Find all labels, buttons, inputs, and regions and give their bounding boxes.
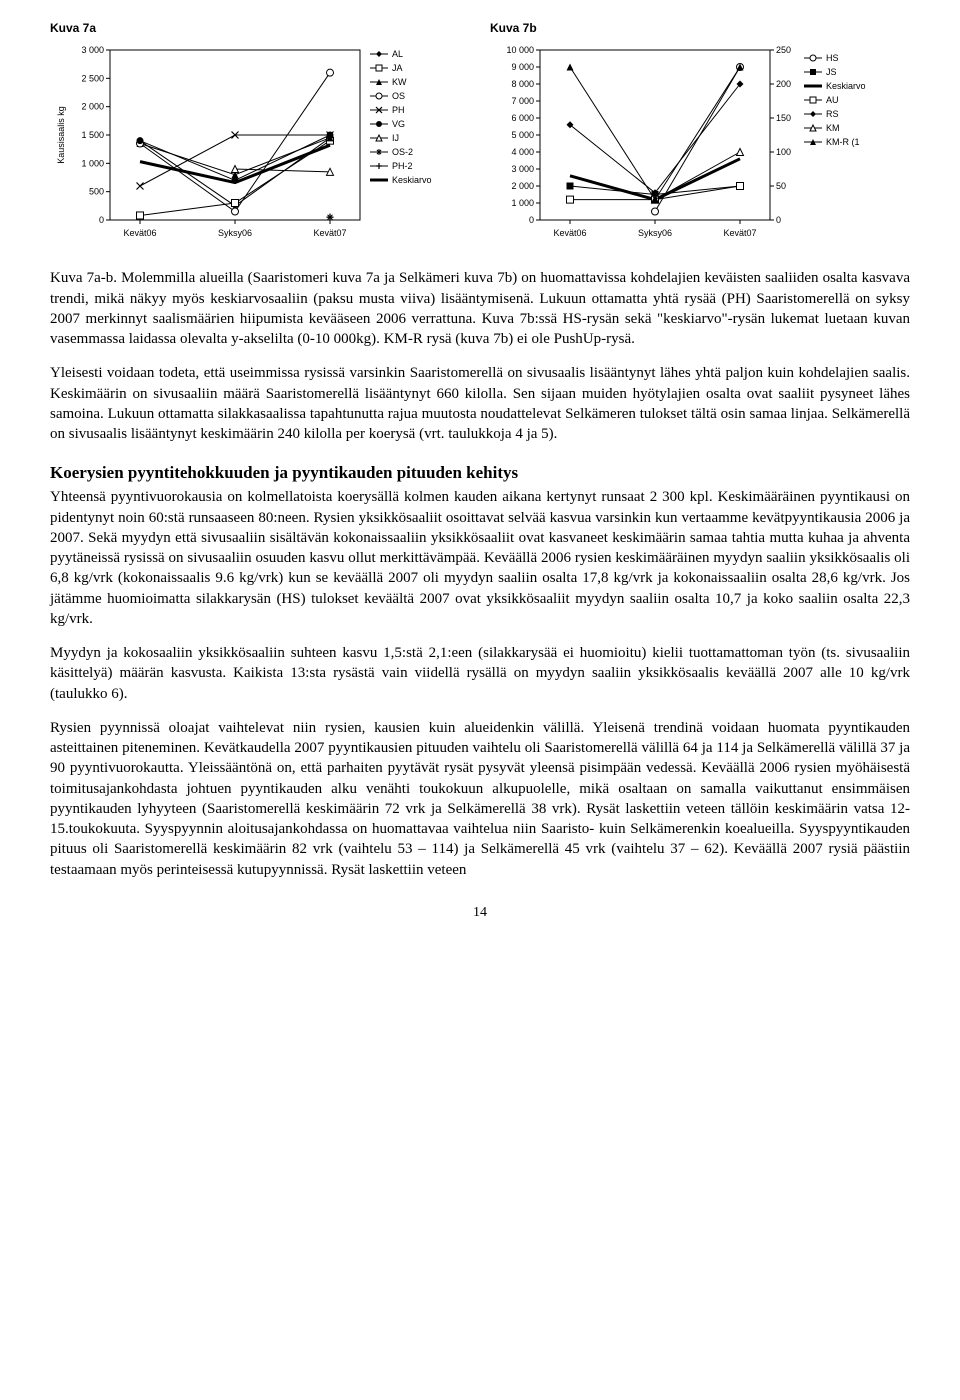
svg-text:5 000: 5 000 xyxy=(511,130,534,140)
figure-caption: Kuva 7a-b. Molemmilla alueilla (Saaristo… xyxy=(50,268,910,349)
svg-text:KM: KM xyxy=(826,123,840,133)
svg-text:Keskiarvo: Keskiarvo xyxy=(826,81,866,91)
section-heading: Koerysien pyyntitehokkuuden ja pyyntikau… xyxy=(50,462,910,485)
svg-text:OS-2: OS-2 xyxy=(392,147,413,157)
svg-text:AL: AL xyxy=(392,49,403,59)
svg-text:8 000: 8 000 xyxy=(511,79,534,89)
paragraph-4: Myydyn ja kokosaaliin yksikkösaaliin suh… xyxy=(50,643,910,704)
svg-text:IJ: IJ xyxy=(392,133,399,143)
chart-7b-svg: 0 1 000 2 000 3 000 4 000 5 000 6 000 7 000 8 00… xyxy=(490,40,910,250)
svg-text:HS: HS xyxy=(826,53,839,63)
svg-text:7 000: 7 000 xyxy=(511,96,534,106)
svg-text:10 000: 10 000 xyxy=(506,45,534,55)
svg-text:0: 0 xyxy=(99,215,104,225)
svg-text:0: 0 xyxy=(776,215,781,225)
svg-text:AU: AU xyxy=(826,95,839,105)
chart-7a-svg: 0 500 1 000 1 500 2 000 2 500 3 000 Kausisaalis… xyxy=(50,40,470,250)
svg-text:9 000: 9 000 xyxy=(511,62,534,72)
svg-text:3 000: 3 000 xyxy=(81,45,104,55)
charts-row: Kuva 7a 05001 0001 5002 0002 5003 000Kau… xyxy=(50,20,910,256)
svg-text:Syksy06: Syksy06 xyxy=(218,228,252,238)
svg-text:Kevät07: Kevät07 xyxy=(723,228,756,238)
svg-text:4 000: 4 000 xyxy=(511,147,534,157)
page-number: 14 xyxy=(50,904,910,923)
svg-text:50: 50 xyxy=(776,181,786,191)
svg-text:JA: JA xyxy=(392,63,403,73)
chart-7b-title: Kuva 7b xyxy=(490,20,910,36)
paragraph-5: Rysien pyynnissä oloajat vaihtelevat nii… xyxy=(50,718,910,880)
svg-text:2 000: 2 000 xyxy=(81,102,104,112)
chart-7a: Kuva 7a 0 500 1 000 1 500 2 000 2 500 3 000 Kau… xyxy=(50,20,470,256)
svg-text:PH-2: PH-2 xyxy=(392,161,413,171)
svg-text:Kevät06: Kevät06 xyxy=(123,228,156,238)
svg-text:1 500: 1 500 xyxy=(81,130,104,140)
svg-text:1 000: 1 000 xyxy=(81,159,104,169)
svg-text:3 000: 3 000 xyxy=(511,164,534,174)
svg-text:500: 500 xyxy=(89,187,104,197)
svg-text:PH: PH xyxy=(392,105,405,115)
svg-text:Keskiarvo: Keskiarvo xyxy=(392,175,432,185)
paragraph-3: Yhteensä pyyntivuorokausia on kolmellato… xyxy=(50,487,910,629)
svg-text:6 000: 6 000 xyxy=(511,113,534,123)
svg-text:Syksy06: Syksy06 xyxy=(638,228,672,238)
svg-text:VG: VG xyxy=(392,119,405,129)
svg-text:KM-R (1: KM-R (1 xyxy=(826,137,860,147)
svg-text:100: 100 xyxy=(776,147,791,157)
svg-text:JS: JS xyxy=(826,67,837,77)
svg-text:150: 150 xyxy=(776,113,791,123)
svg-text:0: 0 xyxy=(529,215,534,225)
svg-text:KW: KW xyxy=(392,77,407,87)
svg-text:2 500: 2 500 xyxy=(81,74,104,84)
chart-7b: Kuva 7b 0 1 000 2 000 3 000 4 000 5 000 6 000 7… xyxy=(490,20,910,256)
svg-text:200: 200 xyxy=(776,79,791,89)
svg-text:250: 250 xyxy=(776,45,791,55)
svg-text:Kevät07: Kevät07 xyxy=(313,228,346,238)
svg-text:RS: RS xyxy=(826,109,839,119)
svg-text:Kevät06: Kevät06 xyxy=(553,228,586,238)
svg-text:2 000: 2 000 xyxy=(511,181,534,191)
svg-text:1 000: 1 000 xyxy=(511,198,534,208)
chart-7a-title: Kuva 7a xyxy=(50,20,470,36)
svg-text:Kausisaalis kg: Kausisaalis kg xyxy=(56,106,66,164)
svg-text:OS: OS xyxy=(392,91,405,101)
paragraph-2: Yleisesti voidaan todeta, että useimmiss… xyxy=(50,363,910,444)
